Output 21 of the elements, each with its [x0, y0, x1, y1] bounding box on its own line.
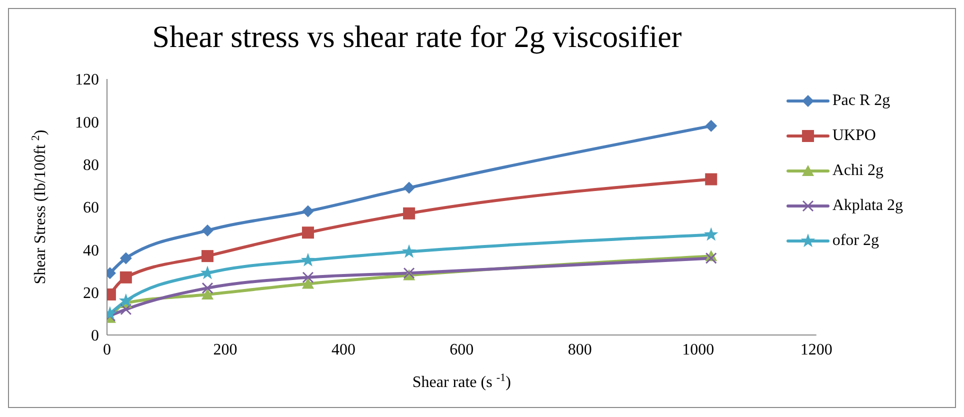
y-tick-label: 80: [83, 157, 99, 174]
y-tick-label: 100: [75, 114, 99, 132]
y-tick-label: 120: [75, 72, 99, 89]
legend-label: ofor 2g: [832, 232, 879, 250]
x-tick-label: 400: [331, 341, 356, 358]
y-tick-label: 20: [83, 285, 99, 302]
legend-label: Pac R 2g: [832, 92, 890, 110]
y-tick-label: 0: [91, 328, 99, 345]
y-tick-label: 60: [83, 200, 99, 217]
x-tick-label: 1200: [800, 341, 832, 358]
legend-label: Akplata 2g: [832, 196, 903, 214]
x-tick-label: 0: [103, 341, 111, 358]
legend-label: Achi 2g: [832, 162, 884, 180]
x-tick-label: 800: [568, 341, 592, 358]
y-tick-label: 40: [83, 242, 99, 260]
x-tick-label: 1000: [682, 341, 714, 358]
legend-label: UKPO: [832, 126, 876, 144]
x-axis-title: Shear rate (s $^{-1}$): [412, 372, 511, 391]
chart-title: Shear stress vs shear rate for 2g viscosifier: [151, 19, 683, 56]
x-tick-label: 600: [450, 341, 474, 358]
x-tick-label: 200: [213, 341, 238, 358]
